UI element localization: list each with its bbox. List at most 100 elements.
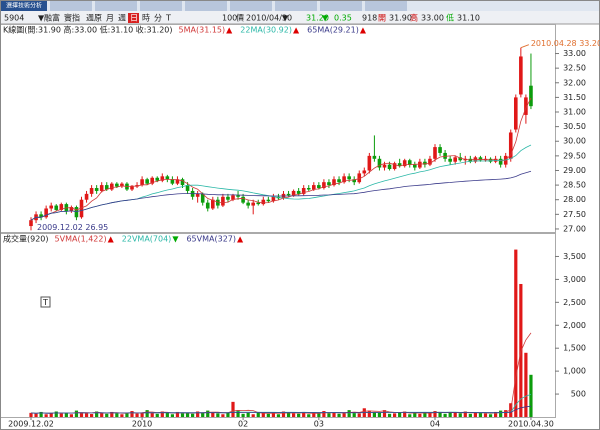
candle-body [423, 161, 427, 165]
toolbar-item[interactable]: 日 [130, 14, 138, 23]
toolbar-item: 低 [446, 13, 454, 23]
y-tick-label: 3,000 [563, 275, 586, 284]
volume-bar [292, 413, 296, 417]
button-active[interactable] [128, 13, 139, 23]
tab[interactable] [50, 1, 92, 11]
candle-body [312, 185, 316, 190]
y-tick-label: 27.00 [563, 224, 586, 233]
tab[interactable] [230, 1, 272, 11]
y-tick-label: 33.00 [563, 49, 586, 58]
volume-bar [332, 412, 336, 417]
volume-bar [79, 412, 84, 417]
volume-bar [206, 410, 210, 417]
volume-bar [100, 412, 104, 417]
candle-body [155, 177, 160, 181]
tab[interactable] [275, 1, 317, 11]
candle-body [221, 196, 225, 206]
toolbar-item: 高 [410, 13, 418, 23]
y-tick-label: 1,500 [563, 344, 586, 353]
toolbar-item[interactable]: 週原 [86, 14, 102, 23]
y-tick-label: 29.50 [563, 151, 586, 160]
volume-bar [524, 352, 528, 417]
y-tick-label: 30.50 [563, 122, 586, 131]
volume-bar [110, 411, 114, 417]
toolbar-item[interactable]: 週 [118, 14, 126, 23]
annotation: 2009.12.02 26.95 [37, 223, 108, 232]
toolbar-item[interactable]: 分 [154, 14, 162, 23]
tab[interactable] [140, 1, 182, 11]
toolbar-item[interactable]: 2010/04/30 [246, 14, 292, 23]
volume-bar [150, 413, 154, 417]
toolbar-item: 開 [378, 14, 386, 23]
candle-body [150, 177, 154, 184]
candle-body [231, 195, 235, 200]
volume-bar [322, 411, 326, 417]
candle-body [473, 157, 478, 162]
candle-body [317, 185, 321, 189]
toolbar-item: 0.35 [334, 14, 352, 23]
legend-entry: 65VMA(327) [186, 235, 236, 244]
volume-bar [95, 411, 99, 417]
volume-bar [39, 411, 43, 417]
candle-body [438, 147, 442, 153]
candle-body [296, 190, 301, 194]
tab[interactable] [365, 1, 407, 11]
volume-bar [145, 410, 149, 417]
volume-bar [64, 412, 68, 417]
volume-bar [196, 411, 200, 417]
toolbar-item[interactable]: 實指 [64, 13, 80, 23]
toolbar-item[interactable]: ▼ [38, 14, 45, 23]
volume-bar [140, 412, 144, 417]
volume-bar [382, 410, 387, 417]
toolbar-item[interactable]: 100 [222, 14, 237, 23]
volume-bar [165, 412, 169, 417]
candle-body [377, 158, 382, 168]
volume-bar [115, 413, 119, 417]
toolbar-item[interactable]: 價 [236, 14, 244, 23]
toolbar-item[interactable]: ▼ [282, 14, 289, 23]
legend-arrow: ▲ [237, 235, 244, 244]
candle-body [256, 202, 261, 205]
volume-bar [494, 411, 498, 417]
volume-bar [352, 411, 356, 417]
toolbar-item[interactable]: 5904 [4, 14, 24, 23]
candle-body [498, 158, 503, 165]
candle-body [115, 183, 119, 187]
tab[interactable] [95, 1, 137, 11]
y-tick-label: 29.00 [563, 166, 586, 175]
legend-entry: 5MA(31.15) [179, 26, 226, 35]
toolbar-item[interactable]: 時 [142, 14, 150, 23]
candle-body [337, 179, 341, 183]
toolbar-item: 31.20 [306, 14, 329, 23]
toolbar-item[interactable]: T [165, 14, 171, 23]
candle-body [508, 132, 513, 159]
candle-body [69, 207, 74, 212]
candle-body [44, 208, 48, 218]
volume-bar [246, 412, 250, 417]
y-tick-label: 27.50 [563, 210, 586, 219]
candle-body [418, 161, 422, 168]
panel-title: 成交量(920) [3, 234, 49, 244]
y-tick-label: 1,000 [563, 367, 586, 376]
volume-marker: T [42, 298, 48, 307]
toolbar-item[interactable]: 月 [106, 14, 114, 23]
volume-bar [185, 412, 190, 417]
tab[interactable] [320, 1, 362, 11]
volume-bar [418, 413, 422, 417]
toolbar-item[interactable]: 融富 [44, 13, 60, 23]
x-tick-label: 02 [238, 420, 248, 429]
candle-body [165, 176, 170, 180]
candle-body [448, 158, 452, 162]
candle-body [94, 188, 99, 191]
candle-body [413, 164, 417, 168]
candle-body [271, 196, 276, 202]
toolbar-item: 31.10 [457, 14, 480, 23]
candle-body [180, 179, 185, 186]
tab-active[interactable] [1, 1, 47, 11]
candle-body [49, 205, 53, 209]
volume-bar [433, 411, 437, 417]
candle-body [170, 179, 175, 184]
tab-label[interactable]: 選擇技術分析 [6, 2, 42, 10]
candle-body [84, 193, 89, 200]
tab[interactable] [185, 1, 227, 11]
